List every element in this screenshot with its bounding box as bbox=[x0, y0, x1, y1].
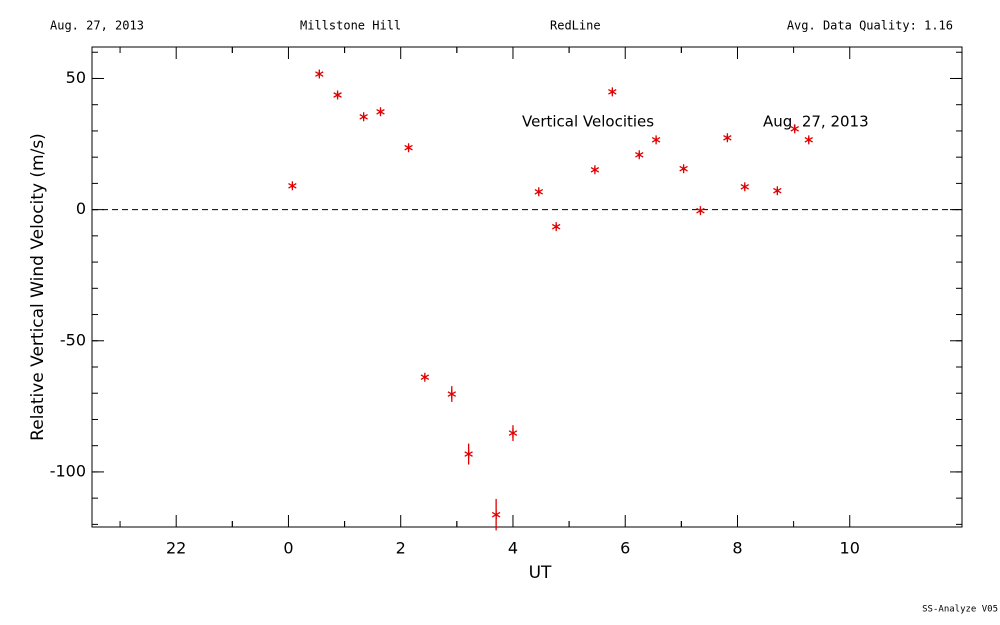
x-tick-label: 2 bbox=[396, 539, 406, 558]
x-tick-label: 10 bbox=[840, 539, 860, 558]
x-tick-label: 8 bbox=[732, 539, 742, 558]
plot-frame bbox=[91, 46, 963, 528]
point bbox=[635, 150, 644, 160]
x-tick-label: 0 bbox=[283, 539, 293, 558]
annotation: Vertical Velocities bbox=[522, 113, 654, 131]
x-tick-label: 6 bbox=[620, 539, 630, 558]
point bbox=[315, 69, 324, 79]
x-tick-label: 4 bbox=[508, 539, 518, 558]
point bbox=[608, 87, 617, 97]
point bbox=[790, 124, 799, 134]
point bbox=[359, 112, 368, 122]
point bbox=[651, 135, 661, 145]
point bbox=[723, 133, 732, 143]
y-tick-label: -50 bbox=[60, 330, 86, 349]
annotation: Aug. 27, 2013 bbox=[763, 113, 869, 131]
header-site: Millstone Hill bbox=[300, 19, 401, 33]
point bbox=[804, 135, 813, 145]
point bbox=[333, 90, 342, 100]
point bbox=[740, 182, 750, 192]
y-tick-label: 0 bbox=[76, 199, 86, 218]
point bbox=[404, 143, 413, 153]
point bbox=[534, 187, 544, 197]
footer: SS-Analyze V05 bbox=[922, 605, 998, 615]
header-quality: Avg. Data Quality: 1.16 bbox=[787, 19, 953, 33]
point bbox=[773, 186, 782, 196]
y-axis-label: Relative Vertical Wind Velocity (m/s) bbox=[28, 133, 48, 441]
point bbox=[464, 449, 473, 459]
x-axis-label: UT bbox=[529, 563, 552, 583]
point bbox=[551, 222, 561, 232]
point bbox=[447, 389, 457, 399]
point bbox=[376, 107, 385, 117]
point bbox=[491, 510, 501, 520]
y-tick-label: -100 bbox=[50, 461, 86, 480]
header-line: RedLine bbox=[550, 19, 601, 33]
point bbox=[590, 165, 600, 175]
point bbox=[679, 164, 688, 174]
header-date: Aug. 27, 2013 bbox=[50, 19, 144, 33]
point bbox=[420, 372, 430, 382]
point bbox=[508, 428, 518, 438]
point bbox=[696, 206, 705, 216]
x-tick-label: 22 bbox=[166, 539, 186, 558]
point bbox=[288, 181, 297, 191]
y-tick-label: 50 bbox=[66, 68, 86, 87]
